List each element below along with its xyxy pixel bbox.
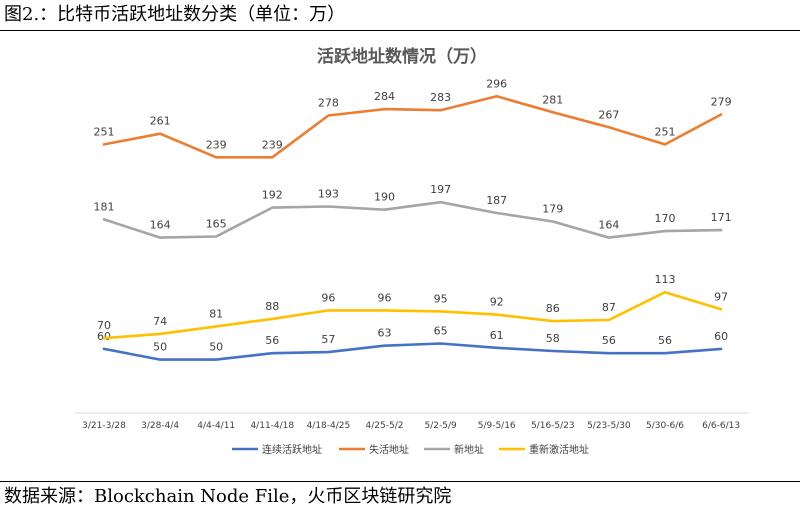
legend-label-3: 重新激活地址 xyxy=(529,443,589,456)
data-label-3-8: 86 xyxy=(546,302,560,315)
data-label-2-11: 171 xyxy=(711,211,732,224)
data-label-2-7: 187 xyxy=(486,194,507,207)
data-label-2-5: 190 xyxy=(374,191,395,204)
data-label-0-3: 56 xyxy=(265,334,279,347)
data-label-1-8: 281 xyxy=(542,93,563,106)
data-label-1-2: 239 xyxy=(206,138,227,151)
data-label-3-4: 96 xyxy=(321,291,335,304)
top-rule xyxy=(0,30,800,31)
data-label-2-4: 193 xyxy=(318,188,339,201)
data-label-2-6: 197 xyxy=(430,183,451,196)
x-tick-label-8: 5/16-5/23 xyxy=(531,421,575,431)
chart-title: 活跃地址数情况（万） xyxy=(317,46,487,67)
data-label-3-0: 70 xyxy=(97,319,111,332)
data-label-2-9: 164 xyxy=(598,219,619,232)
x-tick-label-11: 6/6-6/13 xyxy=(702,421,740,431)
data-label-2-0: 181 xyxy=(94,200,115,213)
x-tick-label-7: 5/9-5/16 xyxy=(478,421,516,431)
data-label-1-9: 267 xyxy=(598,108,619,121)
data-label-0-6: 65 xyxy=(434,325,448,338)
data-label-3-7: 92 xyxy=(490,296,504,309)
x-tick-labels: 3/21-3/28 3/28-4/4 4/4-4/11 4/11-4/18 4/18-4… xyxy=(82,421,740,431)
data-label-0-4: 57 xyxy=(321,333,335,346)
data-label-3-3: 88 xyxy=(265,300,279,313)
legend-label-2: 新地址 xyxy=(454,443,484,456)
line-chart: 活跃地址数情况（万） 60 50 50 56 57 63 65 61 58 56 56 60 251 26… xyxy=(75,46,748,456)
data-label-1-10: 251 xyxy=(655,125,676,138)
series-line-1 xyxy=(102,95,723,159)
series-line-2 xyxy=(102,200,723,239)
series-layer: 60 50 50 56 57 63 65 61 58 56 56 60 251 261 239 239 278 2… xyxy=(94,77,732,361)
data-label-3-2: 81 xyxy=(209,307,223,320)
data-label-2-1: 164 xyxy=(150,219,171,232)
x-tick-label-9: 5/23-5/30 xyxy=(587,421,631,431)
legend-label-1: 失活地址 xyxy=(369,443,409,456)
data-label-3-6: 95 xyxy=(434,292,448,305)
bottom-rule xyxy=(0,481,800,482)
data-label-0-9: 56 xyxy=(602,334,616,347)
x-tick-label-10: 5/30-6/6 xyxy=(646,421,684,431)
data-label-0-2: 50 xyxy=(209,341,223,354)
data-label-0-8: 58 xyxy=(546,332,560,345)
data-label-1-5: 284 xyxy=(374,90,395,103)
data-label-2-10: 170 xyxy=(655,212,676,225)
data-label-0-1: 50 xyxy=(153,341,167,354)
x-tick-label-6: 5/2-5/9 xyxy=(424,421,456,431)
data-label-1-4: 278 xyxy=(318,97,339,110)
data-label-1-6: 283 xyxy=(430,91,451,104)
data-label-1-11: 279 xyxy=(711,96,732,109)
data-label-0-11: 60 xyxy=(714,330,728,343)
legend-label-0: 连续活跃地址 xyxy=(262,443,322,456)
data-label-1-1: 261 xyxy=(150,115,171,128)
series-line-3 xyxy=(102,290,723,340)
data-label-1-0: 251 xyxy=(94,125,115,138)
data-label-3-11: 97 xyxy=(714,290,728,303)
data-label-0-0: 60 xyxy=(97,330,111,343)
x-tick-label-1: 3/28-4/4 xyxy=(141,421,179,431)
x-tick-label-4: 4/18-4/25 xyxy=(307,421,351,431)
data-label-1-3: 239 xyxy=(262,138,283,151)
x-tick-label-5: 4/25-5/2 xyxy=(366,421,404,431)
data-label-2-2: 165 xyxy=(206,218,227,231)
legend: 连续活跃地址 失活地址 新地址 重新激活地址 xyxy=(232,443,589,456)
series-line-0 xyxy=(102,342,723,361)
figure-caption: 图2.：比特币活跃地址数分类（单位：万） xyxy=(4,4,346,25)
data-label-3-5: 96 xyxy=(378,291,392,304)
data-label-3-10: 113 xyxy=(655,273,676,286)
source-note: 数据来源：Blockchain Node File，火币区块链研究院 xyxy=(4,486,452,507)
data-label-3-1: 74 xyxy=(153,315,167,328)
data-label-0-7: 61 xyxy=(490,329,504,342)
data-label-2-8: 179 xyxy=(542,203,563,216)
data-label-3-9: 87 xyxy=(602,301,616,314)
data-label-0-10: 56 xyxy=(658,334,672,347)
data-label-0-5: 63 xyxy=(378,327,392,340)
x-tick-label-0: 3/21-3/28 xyxy=(82,421,126,431)
x-tick-label-2: 4/4-4/11 xyxy=(197,421,235,431)
data-label-1-7: 296 xyxy=(486,77,507,90)
data-label-2-3: 192 xyxy=(262,189,283,202)
x-tick-label-3: 4/11-4/18 xyxy=(250,421,294,431)
